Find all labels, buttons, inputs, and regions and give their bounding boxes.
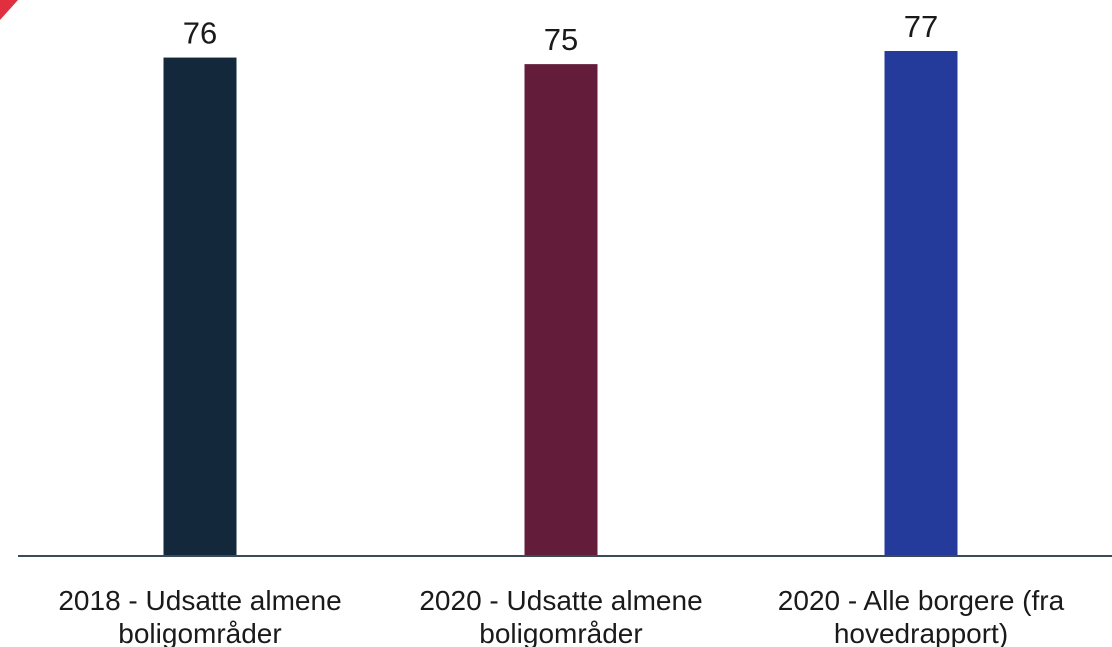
data-label-3: 77 [904,9,938,44]
data-label-1: 76 [183,16,217,51]
tick-label-3-line-1: 2020 - Alle borgere (fra [778,585,1065,616]
tick-label-2-line-1: 2020 - Udsatte almene [419,585,702,616]
tick-label-1-line-2: boligområder [118,618,281,647]
corner-arrow-decoration [0,0,18,20]
tick-label-3-line-2: hovedrapport) [834,618,1008,647]
bar-3 [884,51,958,556]
tick-label-2-line-2: boligområder [479,618,642,647]
bar-2 [524,64,598,556]
data-label-2: 75 [544,22,578,57]
bars-group [163,51,958,556]
bar-1 [163,57,237,556]
tick-label-1-line-1: 2018 - Udsatte almene [58,585,341,616]
